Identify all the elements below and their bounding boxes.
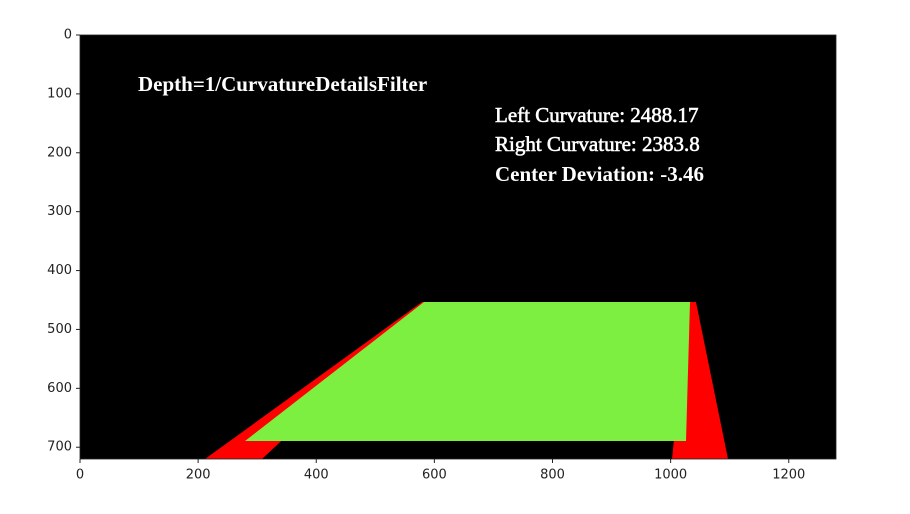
y-tick-label: 300 xyxy=(47,204,72,219)
y-tick-label: 100 xyxy=(47,86,72,101)
y-tick-label: 400 xyxy=(47,263,72,278)
y-tick-label: 0 xyxy=(64,28,72,43)
annotation: Depth=1/CurvatureDetailsFilter xyxy=(138,72,427,96)
x-tick-label: 0 xyxy=(76,468,84,483)
axes-frame xyxy=(79,34,837,460)
x-tick-label: 400 xyxy=(304,468,329,483)
lane-area xyxy=(245,302,690,441)
annotation: Right Curvature: 2383.8 xyxy=(495,132,700,156)
y-tick-label: 200 xyxy=(47,145,72,160)
x-tick-label: 200 xyxy=(186,468,211,483)
y-tick-label: 600 xyxy=(47,381,72,396)
x-tick-label: 1000 xyxy=(654,468,687,483)
x-tick-label: 800 xyxy=(540,468,565,483)
annotation: Left Curvature: 2488.17 xyxy=(495,103,699,127)
y-tick-label: 500 xyxy=(47,322,72,337)
x-tick-label: 600 xyxy=(422,468,447,483)
y-tick-label: 700 xyxy=(47,440,72,455)
x-tick-label: 1200 xyxy=(772,468,805,483)
annotation: Center Deviation: -3.46 xyxy=(495,162,704,186)
